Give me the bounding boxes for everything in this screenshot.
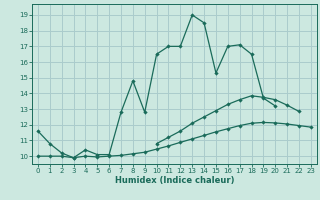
X-axis label: Humidex (Indice chaleur): Humidex (Indice chaleur) xyxy=(115,176,234,185)
